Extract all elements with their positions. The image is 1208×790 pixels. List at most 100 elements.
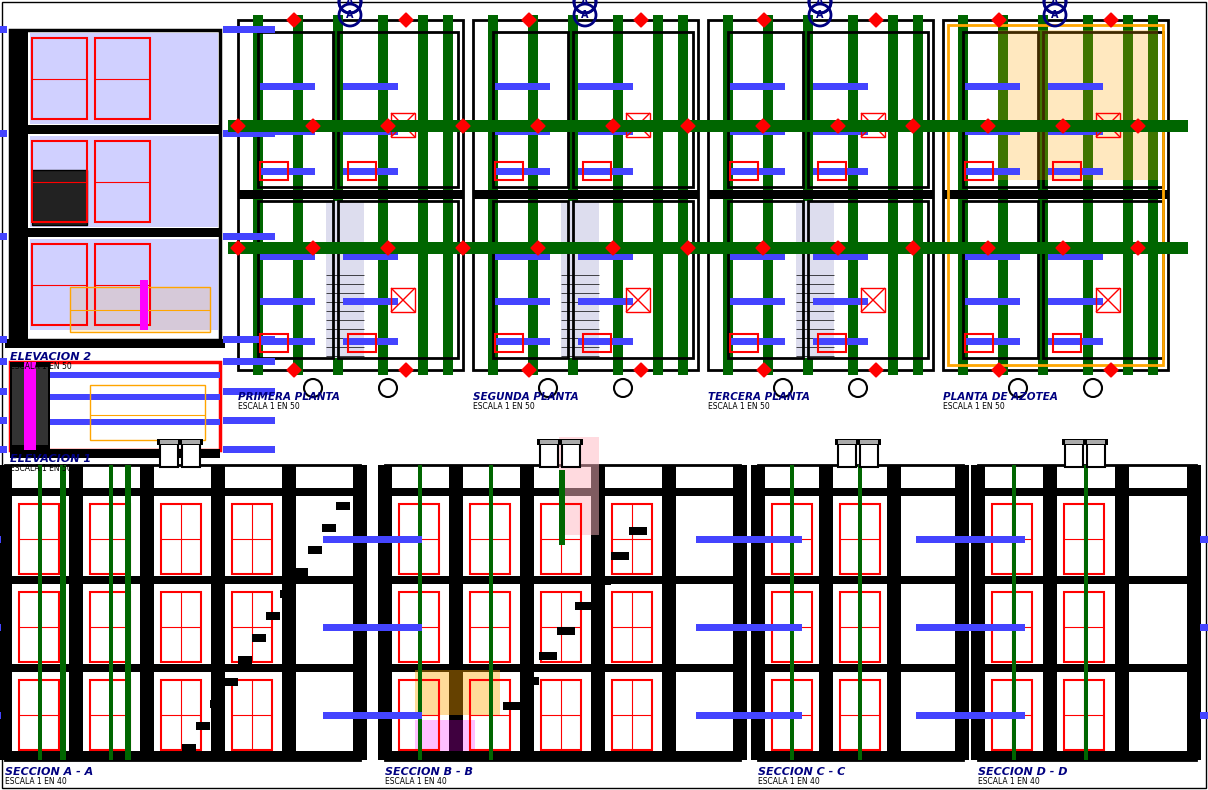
Polygon shape xyxy=(522,13,536,27)
Bar xyxy=(0,130,7,137)
Bar xyxy=(1049,253,1103,260)
Bar xyxy=(140,465,153,760)
Bar xyxy=(818,162,846,180)
Bar xyxy=(391,113,416,137)
Bar xyxy=(280,590,294,598)
Bar xyxy=(474,20,698,370)
Bar xyxy=(1065,442,1084,467)
Bar xyxy=(744,536,802,543)
Polygon shape xyxy=(399,13,413,27)
Bar xyxy=(611,552,629,560)
Bar xyxy=(992,504,1032,574)
Bar xyxy=(813,168,869,175)
Bar xyxy=(772,592,812,662)
Bar xyxy=(223,358,275,365)
Bar xyxy=(259,32,333,187)
Bar xyxy=(958,15,968,375)
Bar xyxy=(948,25,1163,365)
Bar xyxy=(708,20,933,370)
Bar xyxy=(385,664,741,672)
Polygon shape xyxy=(992,13,1006,27)
Bar xyxy=(1062,439,1108,445)
Polygon shape xyxy=(532,119,545,133)
Bar xyxy=(338,201,458,358)
Bar xyxy=(238,190,463,199)
Bar xyxy=(95,38,150,119)
Bar xyxy=(95,141,150,222)
Bar xyxy=(696,536,754,543)
Bar xyxy=(541,504,581,574)
Bar xyxy=(252,15,263,375)
Bar xyxy=(838,440,856,444)
Polygon shape xyxy=(681,119,695,133)
Bar xyxy=(323,536,381,543)
Bar xyxy=(1123,15,1133,375)
Bar xyxy=(232,592,272,662)
Polygon shape xyxy=(756,119,769,133)
Bar xyxy=(724,15,733,375)
Bar xyxy=(1096,113,1120,137)
Polygon shape xyxy=(231,119,245,133)
Bar xyxy=(803,15,813,375)
Bar xyxy=(753,751,968,760)
Bar xyxy=(470,680,510,750)
Polygon shape xyxy=(906,119,920,133)
Bar xyxy=(449,465,463,760)
Polygon shape xyxy=(231,241,245,255)
Bar xyxy=(965,83,1020,90)
Polygon shape xyxy=(869,363,883,377)
Bar xyxy=(0,465,12,760)
Bar xyxy=(495,83,550,90)
Polygon shape xyxy=(906,241,920,255)
Bar xyxy=(612,592,652,662)
Polygon shape xyxy=(831,119,846,133)
Bar xyxy=(5,339,225,348)
Polygon shape xyxy=(757,363,771,377)
Bar xyxy=(1087,440,1105,444)
Polygon shape xyxy=(606,241,620,255)
Bar xyxy=(840,680,879,750)
Text: A: A xyxy=(347,0,354,7)
Bar xyxy=(37,465,42,760)
Text: A: A xyxy=(347,10,354,20)
Bar xyxy=(557,627,575,635)
Bar xyxy=(140,280,149,330)
Text: SECCION D - D: SECCION D - D xyxy=(978,767,1068,777)
Bar xyxy=(10,362,50,450)
Bar xyxy=(966,536,1026,543)
Bar xyxy=(323,712,381,719)
Bar xyxy=(1038,15,1049,375)
Bar xyxy=(887,465,901,760)
Bar xyxy=(385,576,741,584)
Bar xyxy=(757,752,963,760)
Text: A: A xyxy=(581,10,588,20)
Bar xyxy=(540,442,558,467)
Bar xyxy=(364,712,422,719)
Bar xyxy=(161,680,201,750)
Bar xyxy=(840,592,879,662)
Bar xyxy=(965,253,1020,260)
Text: SECCION A - A: SECCION A - A xyxy=(5,767,93,777)
Bar xyxy=(260,162,288,180)
Bar xyxy=(182,442,201,467)
Bar xyxy=(19,504,59,574)
Bar xyxy=(232,680,272,750)
Bar xyxy=(772,680,812,750)
Bar xyxy=(916,712,974,719)
Text: ESCALA 1 EN 40: ESCALA 1 EN 40 xyxy=(757,777,820,786)
Bar xyxy=(838,442,856,467)
Bar xyxy=(30,33,217,124)
Bar xyxy=(91,680,130,750)
Bar xyxy=(1200,624,1208,631)
Bar xyxy=(1087,442,1105,467)
Bar xyxy=(10,125,220,134)
Bar xyxy=(963,201,1038,358)
Bar xyxy=(575,602,593,610)
Bar xyxy=(159,440,178,444)
Polygon shape xyxy=(1104,13,1117,27)
Bar xyxy=(281,465,296,760)
Bar xyxy=(772,504,812,574)
Bar xyxy=(50,394,220,400)
Bar xyxy=(5,664,360,672)
Text: SECCION C - C: SECCION C - C xyxy=(757,767,846,777)
